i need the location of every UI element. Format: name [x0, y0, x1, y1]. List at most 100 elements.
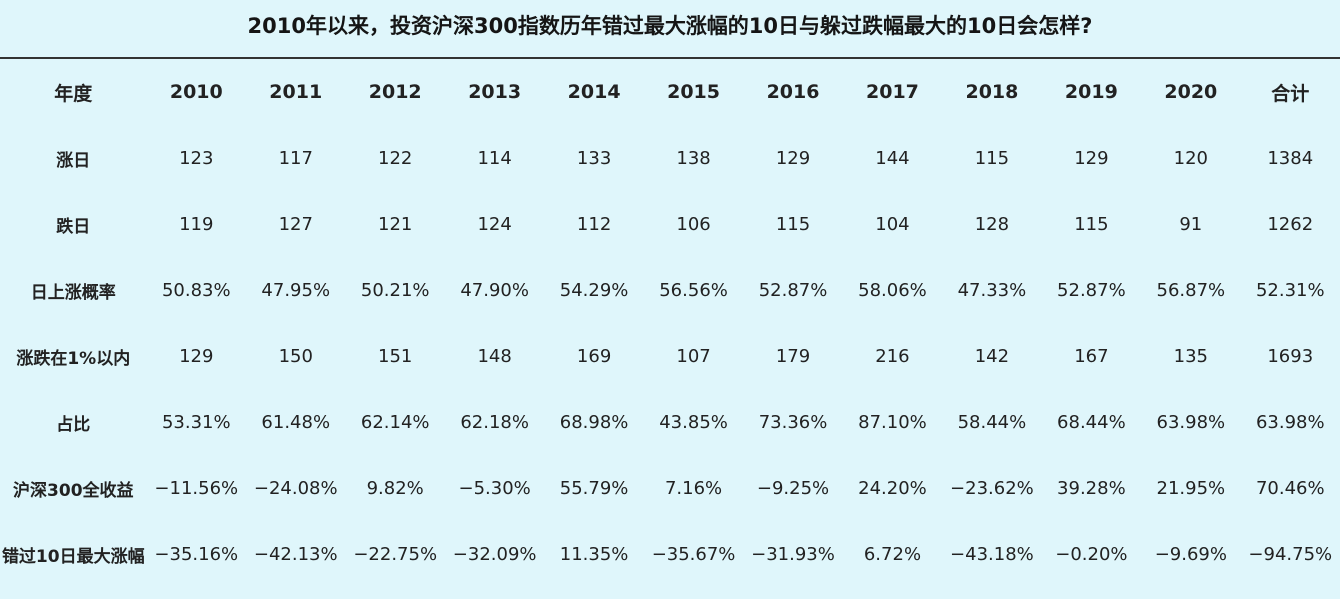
table-cell: 11.35%: [559, 543, 629, 565]
header-cell: 2017: [866, 81, 919, 103]
header-cell: 2013: [468, 81, 522, 103]
table-cell: 62.14%: [360, 411, 430, 433]
table-cell: 47.95%: [261, 279, 331, 301]
table-cell: 91: [1179, 213, 1203, 235]
row-label: 占比: [56, 414, 91, 435]
table-cell: 62.18%: [460, 411, 529, 433]
table-cell: −9.69%: [1154, 543, 1227, 565]
header-cell: 2018: [965, 81, 1019, 103]
table-cell: 6.72%: [863, 543, 922, 565]
table-row: 涨日 123 117 122 114 133 138 129 144 115 129 120 1384: [0, 125, 1340, 191]
table-cell: 104: [875, 213, 910, 235]
table-cell: −43.18%: [950, 543, 1034, 565]
table-cell: 47.90%: [460, 279, 529, 301]
table-cell: 43.85%: [659, 411, 728, 433]
table-cell: 150: [278, 345, 313, 367]
table-cell: 115: [974, 147, 1010, 169]
row-label: 涨日: [56, 150, 91, 171]
table-cell: −22.75%: [353, 543, 438, 565]
table-cell: 73.36%: [758, 411, 828, 433]
table-row: 沪深300全收益 −11.56% −24.08% 9.82% −5.30% 55.79% 7…: [0, 455, 1340, 521]
table-cell: 107: [676, 345, 711, 367]
table-cell: 24.20%: [858, 477, 927, 499]
table-row: 跌日 119 127 121 124 112 106 115 104 128 115 91 1262: [0, 191, 1340, 257]
row-label: 日上涨概率: [30, 282, 116, 303]
table-cell: 148: [477, 345, 512, 367]
table-title: 2010年以来，投资沪深300指数历年错过最大涨幅的10日与躲过跌幅最大的10日…: [247, 14, 1093, 38]
table-cell: 56.56%: [659, 279, 728, 301]
table-cell: 87.10%: [858, 411, 927, 433]
table-cell: 47.33%: [957, 279, 1027, 301]
table-cell: 151: [378, 345, 413, 367]
table-cell: 63.98%: [1255, 411, 1325, 433]
table-cell: 115: [1074, 213, 1109, 235]
row-label: 涨跌在1%以内: [16, 348, 131, 369]
table-cell: −24.08%: [253, 477, 338, 499]
table-row: 错过10日最大涨幅 −35.16% −42.13% −22.75% −32.09% 11.…: [0, 521, 1340, 587]
table-cell: 1384: [1267, 147, 1314, 169]
table-cell: −11.56%: [154, 477, 239, 499]
table-cell: 1693: [1267, 345, 1314, 367]
table-row: 涨跌在1%以内 129 150 151 148 169 107 179 216 142 167 135…: [0, 323, 1340, 389]
table-cell: −23.62%: [950, 477, 1034, 499]
data-table: 年度 2010 2011 2012 2013 2014 2015 2016 2017 2018 20…: [0, 59, 1340, 587]
table-cell: 123: [179, 147, 214, 169]
table-cell: 50.83%: [161, 279, 231, 301]
table-cell: 127: [278, 213, 313, 235]
table-cell: −32.09%: [452, 543, 537, 565]
header-cell: 2015: [667, 81, 720, 103]
table-row: 占比 53.31% 61.48% 62.14% 62.18% 68.98% 43.85% 73…: [0, 389, 1340, 455]
header-cell: 2019: [1064, 81, 1118, 103]
header-row: 年度 2010 2011 2012 2013 2014 2015 2016 2017 2018 20…: [0, 59, 1340, 125]
table-cell: 50.21%: [360, 279, 430, 301]
table-cell: 114: [477, 147, 512, 169]
table-cell: 106: [676, 213, 711, 235]
header-cell: 合计: [1271, 82, 1310, 105]
header-cell: 2011: [269, 81, 323, 103]
row-label: 跌日: [56, 216, 91, 237]
table-cell: 167: [1074, 345, 1109, 367]
table-cell: 7.16%: [664, 477, 723, 499]
table-cell: 121: [378, 213, 413, 235]
title-divider: [0, 57, 1340, 59]
table-cell: 63.98%: [1156, 411, 1226, 433]
table-cell: 124: [477, 213, 512, 235]
table-cell: 129: [1074, 147, 1109, 169]
table-cell: 21.95%: [1156, 477, 1226, 499]
table-cell: −9.25%: [756, 477, 830, 499]
table-cell: 117: [278, 147, 313, 169]
row-label: 沪深300全收益: [13, 480, 134, 501]
table-cell: 119: [179, 213, 214, 235]
table-cell: 52.87%: [1057, 279, 1126, 301]
table-cell: 56.87%: [1156, 279, 1226, 301]
header-cell: 2016: [766, 81, 820, 103]
table-cell: 9.82%: [366, 477, 424, 499]
header-cell: 2020: [1164, 81, 1218, 103]
table-cell: 55.79%: [559, 477, 629, 499]
table-cell: 52.87%: [758, 279, 828, 301]
header-cell: 2014: [567, 81, 621, 103]
table-cell: 128: [974, 213, 1010, 235]
table-cell: 122: [378, 147, 413, 169]
table-cell: 216: [875, 345, 910, 367]
table-cell: 138: [676, 147, 711, 169]
table-cell: 129: [775, 147, 811, 169]
table-cell: −0.20%: [1055, 543, 1128, 565]
table-cell: 115: [775, 213, 811, 235]
table-cell: 61.48%: [261, 411, 331, 433]
table-cell: 169: [576, 345, 612, 367]
header-cell: 2012: [368, 81, 422, 103]
table-cell: 39.28%: [1057, 477, 1126, 499]
table-cell: −5.30%: [458, 477, 531, 499]
table-cell: 70.46%: [1255, 477, 1325, 499]
table-cell: 120: [1173, 147, 1208, 169]
table-cell: −42.13%: [253, 543, 338, 565]
table-cell: −35.67%: [651, 543, 736, 565]
table-cell: 53.31%: [161, 411, 231, 433]
table-cell: 142: [974, 345, 1010, 367]
row-label: 错过10日最大涨幅: [1, 546, 145, 567]
table-cell: −35.16%: [154, 543, 239, 565]
table-cell: 135: [1173, 345, 1208, 367]
header-label-year: 年度: [54, 82, 93, 105]
table-cell: 54.29%: [559, 279, 629, 301]
